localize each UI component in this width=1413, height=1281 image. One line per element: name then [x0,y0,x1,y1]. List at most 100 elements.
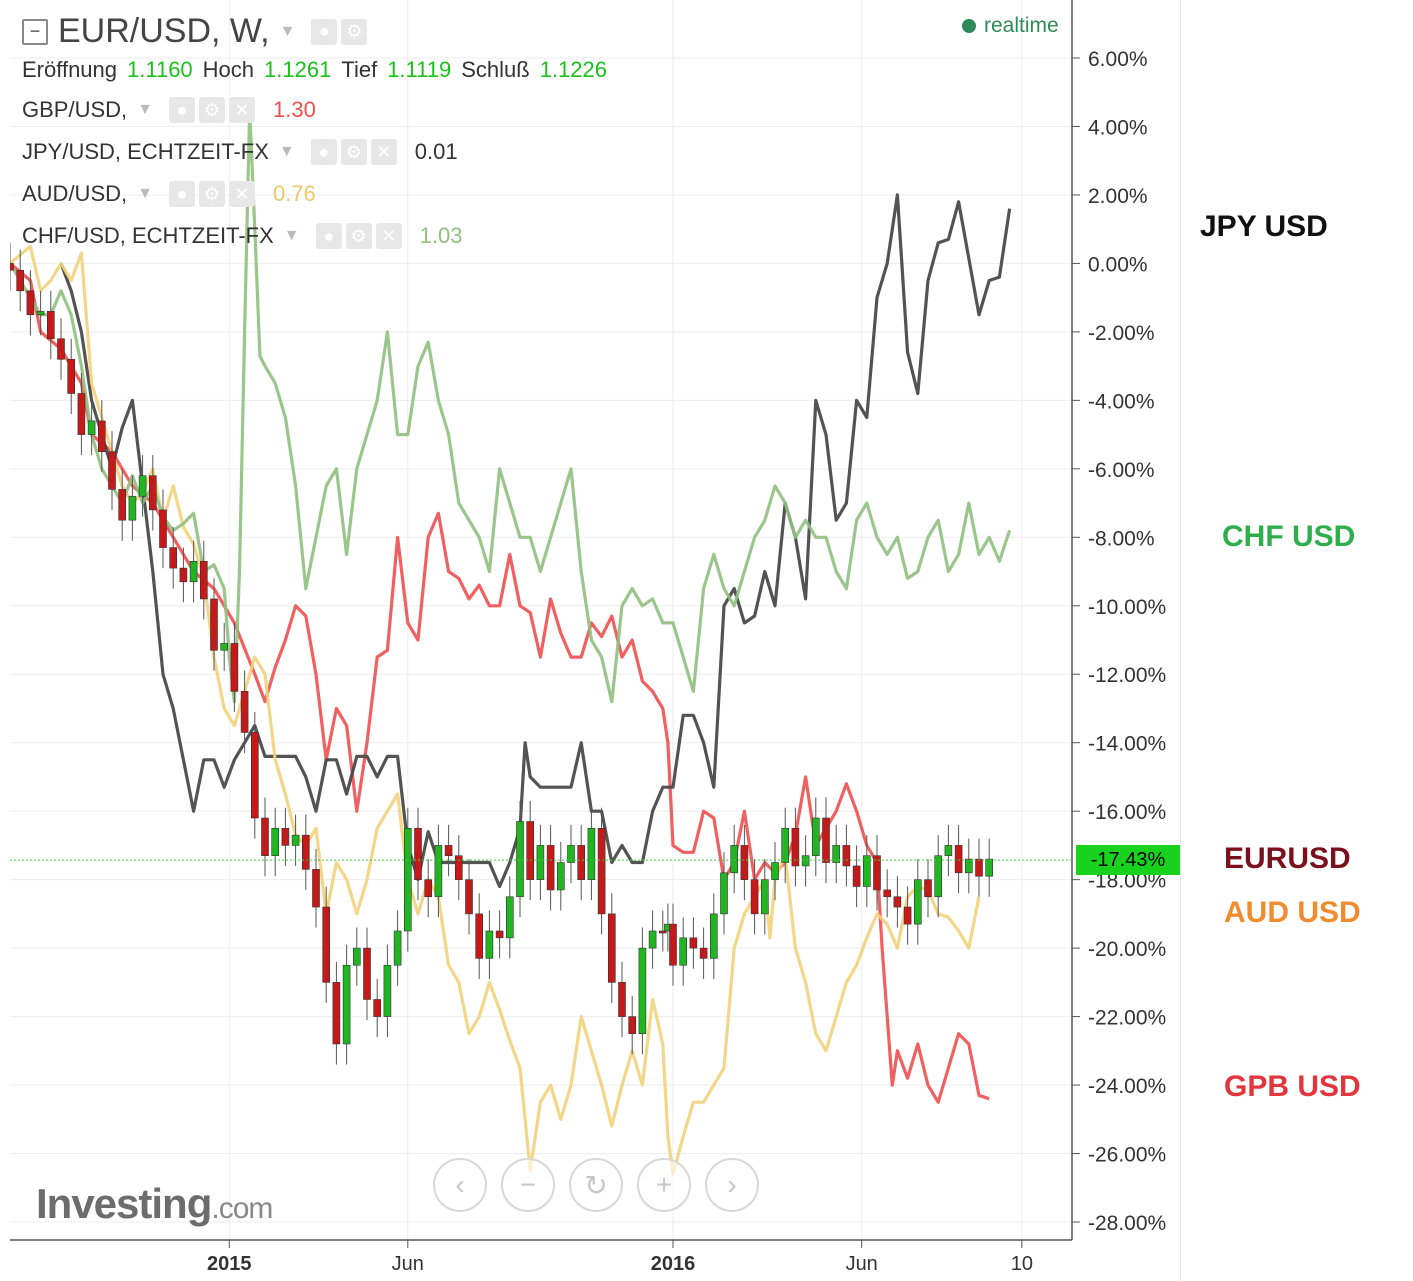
legend-audusd[interactable]: AUD/USD, ▼ ● ⚙ ✕ 0.76 [22,181,316,207]
candle-body [536,845,545,880]
eye-icon[interactable]: ● [168,181,195,207]
y-tick-label: -24.00% [1088,1075,1166,1098]
candle-body [67,358,76,394]
close-icon[interactable]: ✕ [375,223,402,249]
candle-body [883,889,892,898]
candle-body [648,930,657,949]
candle-body [189,560,198,583]
low-label: Tief [341,57,378,82]
candle-body [903,906,912,925]
eye-icon[interactable]: ● [310,139,337,165]
dropdown-icon[interactable]: ▼ [283,227,300,244]
candle-body [577,845,586,880]
candle-body [138,475,147,497]
y-tick-label: -2.00% [1088,322,1155,345]
legend-value: 0.76 [272,181,316,206]
candle-body [964,858,973,874]
close-value: 1.1226 [539,57,607,82]
candle-body [893,896,902,908]
candle-body [709,913,718,959]
candle-body [414,827,422,880]
zoom-out-button[interactable]: − [501,1158,555,1212]
annotation-jpy: JPY USD [1200,210,1328,243]
gear-icon[interactable]: ⚙ [345,223,372,249]
candle-body [801,855,810,867]
candle-body [607,913,616,983]
gear-icon[interactable]: ⚙ [198,97,225,123]
price-chart[interactable]: 6.00% 4.00% 2.00% 0.00% -2.00% -4.00% -6.00% -8… [10,0,1180,1281]
y-tick-label: -26.00% [1088,1144,1166,1167]
scroll-right-button[interactable]: › [705,1158,759,1212]
close-label: Schluß [461,57,530,82]
close-icon[interactable]: ✕ [228,97,255,123]
candle-body [454,855,463,880]
scroll-left-button[interactable]: ‹ [433,1158,487,1212]
candle-body [873,855,881,891]
eye-icon[interactable]: ● [315,223,342,249]
annotation-gpb: GPB USD [1224,1070,1361,1103]
gear-icon[interactable]: ⚙ [341,18,368,45]
y-tick-label: -6.00% [1088,459,1155,482]
dropdown-icon[interactable]: ▼ [137,185,153,202]
candle-body [791,827,800,867]
open-label: Eröffnung [22,57,118,82]
legend-jpyusd[interactable]: JPY/USD, ECHTZEIT-FX ▼ ● ⚙ ✕ 0.01 [22,139,458,165]
annotation-aud: AUD USD [1224,896,1361,929]
candle-body [352,947,361,966]
candle-body [485,930,494,959]
candle-body [760,879,769,915]
eye-icon[interactable]: ● [311,18,338,45]
y-tick-label: 6.00% [1088,48,1148,71]
close-icon[interactable]: ✕ [370,139,397,165]
chart-frame[interactable]: 6.00% 4.00% 2.00% 0.00% -2.00% -4.00% -6.00% -8… [10,0,1181,1281]
candle-body [312,869,320,908]
series-line-aud-usd [10,244,981,1176]
candle-body [618,982,626,1017]
close-icon[interactable]: ✕ [228,181,255,207]
candle-body [77,393,86,435]
candle-body [57,338,65,360]
collapse-icon[interactable]: − [22,18,48,45]
candle-body [495,930,504,939]
zoom-in-button[interactable]: + [637,1158,691,1212]
eye-icon[interactable]: ● [168,97,195,123]
candle-body [505,896,514,939]
legend-name: GBP/USD, [22,97,128,122]
symbol-title: EUR/USD, W, [58,12,270,50]
candle-body [210,598,218,651]
candle-body [179,567,188,583]
last-value-badge: -17.43% [1076,845,1180,875]
candle-body [36,311,45,316]
realtime-indicator: realtime [962,14,1059,38]
legend-chfusd[interactable]: CHF/USD, ECHTZEIT-FX ▼ ● ⚙ ✕ 1.03 [22,223,462,249]
series-line-jpy-usd [59,193,1012,889]
y-tick-label: -20.00% [1088,938,1166,961]
candle-body [118,489,126,521]
legend-name: AUD/USD, [22,181,128,206]
candle-body [332,982,341,1045]
candle-body [424,879,433,898]
dropdown-icon[interactable]: ▼ [137,101,153,118]
candle-body [98,420,106,453]
dropdown-icon[interactable]: ▼ [278,143,295,160]
candle-body [322,906,331,983]
gear-icon[interactable]: ⚙ [198,181,225,207]
reset-button[interactable]: ↻ [569,1158,623,1212]
candle-body [108,451,116,490]
candle-body [87,420,96,435]
candle-body [149,475,157,511]
legend-gbpusd[interactable]: GBP/USD, ▼ ● ⚙ ✕ 1.30 [22,97,316,123]
candle-body [516,821,524,898]
symbol-dropdown-icon[interactable]: ▼ [279,22,296,40]
candle-body [924,879,932,898]
candle-body [975,858,983,877]
gear-icon[interactable]: ⚙ [340,139,367,165]
candle-body [200,560,208,600]
candle-body [373,999,382,1017]
annotation-chf: CHF USD [1222,520,1356,553]
candle-body [750,879,759,915]
candle-body [822,817,830,863]
candle-body [862,855,871,887]
candle-body [628,1016,637,1035]
candle-body [944,845,953,856]
